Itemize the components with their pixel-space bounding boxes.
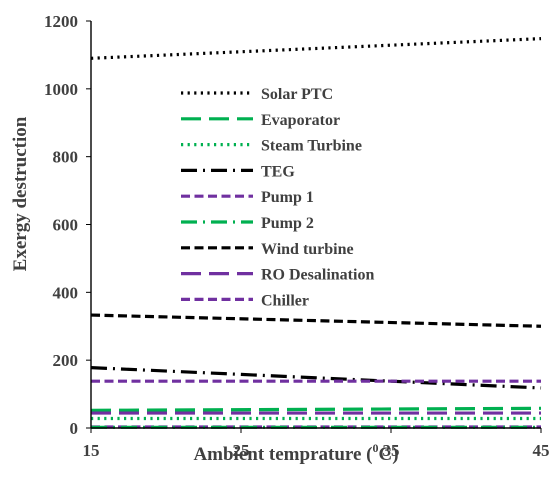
legend-label-steam-turbine: Steam Turbine xyxy=(261,138,362,155)
ticks-layer: 0 200 400 600 800 1000 1200 15 25 35 45 xyxy=(44,12,550,460)
legend-label-pump-1: Pump 1 xyxy=(261,189,314,206)
legend-label-chiller: Chiller xyxy=(261,292,309,309)
x-axis-title-superscript: 0 xyxy=(373,441,379,455)
legend: Solar PTC Evaporator Steam Turbine TEG Pump … xyxy=(181,86,374,309)
x-axis-title: Ambient temprature (0C) xyxy=(193,441,398,465)
x-axis-title-main: Ambient temprature ( xyxy=(193,444,372,465)
y-tick-label: 400 xyxy=(53,283,79,302)
legend-label-pump-2: Pump 2 xyxy=(261,215,314,232)
y-tick-label: 200 xyxy=(53,351,79,370)
series-line-teg xyxy=(90,366,542,390)
series-line-wind-turbine xyxy=(90,313,542,328)
y-tick-label: 1200 xyxy=(44,12,78,31)
series-line-solar-ptc xyxy=(90,37,542,60)
legend-label-evaporator: Evaporator xyxy=(261,112,340,129)
x-tick-label: 25 xyxy=(233,441,250,460)
legend-label-solar-ptc: Solar PTC xyxy=(261,86,333,103)
legend-label-wind-turbine: Wind turbine xyxy=(261,241,354,258)
y-tick-label: 600 xyxy=(53,216,79,235)
x-tick-label: 15 xyxy=(83,441,100,460)
legend-label-ro-desalination: RO Desalination xyxy=(261,267,374,284)
x-tick-label: 35 xyxy=(383,441,400,460)
legend-label-teg: TEG xyxy=(261,163,295,180)
x-tick-label: 45 xyxy=(533,441,550,460)
x-axis-title-suffix: C) xyxy=(379,444,399,465)
series-line-evaporator xyxy=(90,406,542,412)
y-tick-label: 0 xyxy=(70,419,79,438)
y-axis-title: Exergy destruction xyxy=(10,116,31,271)
y-tick-label: 800 xyxy=(53,148,79,167)
y-tick-label: 1000 xyxy=(44,80,78,99)
